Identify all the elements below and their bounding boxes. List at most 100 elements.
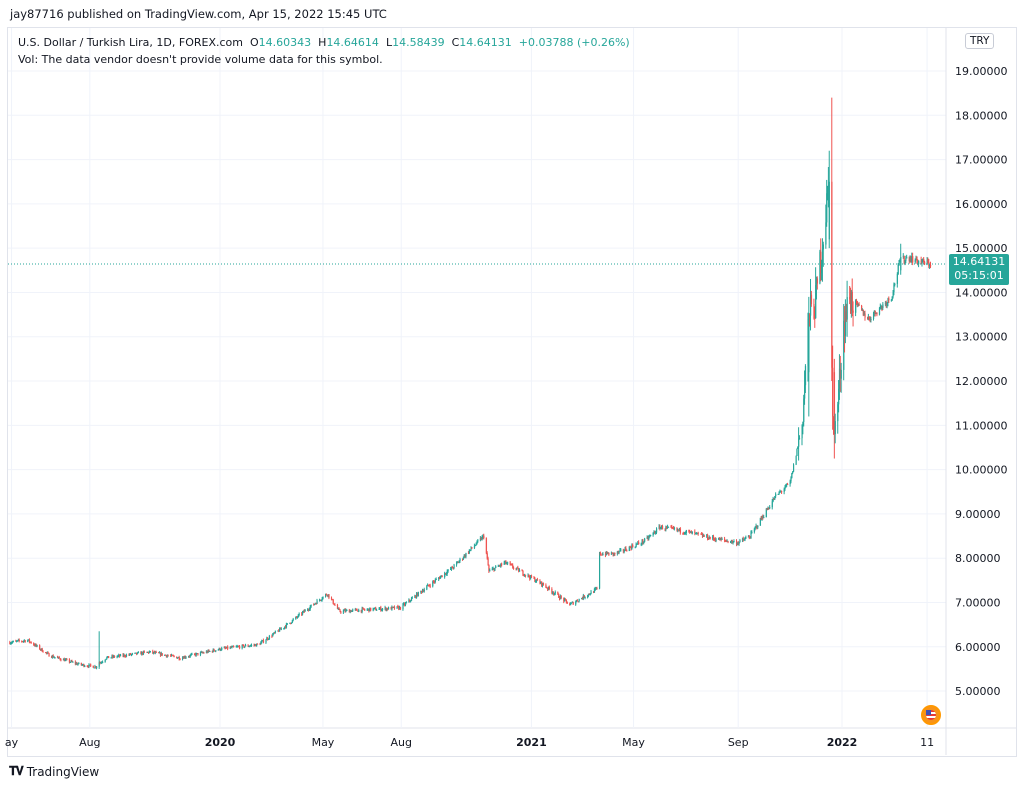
candle-body — [147, 651, 149, 653]
candle-body — [68, 659, 71, 663]
candle-body — [596, 588, 598, 590]
candle-body — [753, 528, 756, 532]
time-tick-label: 2020 — [205, 736, 236, 749]
candle-body — [148, 651, 150, 653]
candle-body — [844, 320, 846, 336]
candle-body — [459, 558, 461, 562]
currency-button[interactable]: TRY — [965, 33, 995, 49]
candle-body — [755, 525, 757, 527]
tradingview-logo-icon: 𝐓𝐕 — [9, 764, 24, 778]
time-tick-label: May — [622, 736, 645, 749]
candle-body — [429, 585, 431, 587]
candle-body — [398, 606, 400, 610]
candle-body — [500, 563, 502, 566]
candle-body — [643, 541, 645, 543]
candle-body — [45, 652, 47, 654]
time-tick-label: Sep — [728, 736, 749, 749]
candle-body — [498, 565, 500, 567]
candle-body — [213, 649, 215, 651]
candle-body — [735, 541, 738, 545]
candle-body — [908, 257, 910, 261]
candle-body — [256, 643, 259, 645]
candle-body — [53, 657, 55, 659]
candle-body — [254, 644, 256, 646]
candle-body — [411, 597, 414, 599]
candle-body — [905, 257, 907, 261]
candle-body — [245, 645, 247, 647]
candle-body — [629, 546, 631, 548]
candle-body — [606, 551, 608, 554]
candle-body — [814, 318, 816, 320]
candle-body — [463, 555, 465, 558]
us-flag-icon[interactable] — [921, 705, 941, 725]
candle-body — [203, 652, 205, 654]
candle-body — [241, 644, 243, 649]
candle-body — [434, 579, 436, 582]
candle-body — [530, 575, 533, 578]
candle-body — [28, 639, 30, 641]
candle-body — [361, 608, 363, 612]
candle-body — [62, 659, 65, 661]
candle-body — [718, 537, 721, 541]
candle-body — [533, 577, 535, 579]
candle-body — [202, 652, 204, 654]
candle-body — [89, 664, 91, 666]
candle-body — [696, 532, 699, 534]
candle-body — [638, 542, 640, 544]
candle-body — [714, 539, 716, 541]
candle-body — [194, 653, 197, 656]
candle-body — [456, 562, 458, 565]
candle-body — [11, 642, 13, 644]
candle-body — [217, 649, 219, 651]
candle-body — [565, 599, 568, 602]
price-tick-label: 13.00000 — [955, 331, 1008, 344]
candle-body — [469, 549, 471, 551]
candle-body — [420, 591, 422, 593]
candle-body — [751, 531, 753, 533]
candle-body — [364, 609, 366, 611]
candle-body — [39, 649, 42, 651]
current-price-badge: 14.64131 05:15:01 — [949, 254, 1009, 285]
candle-body — [599, 552, 602, 555]
candle-body — [563, 597, 565, 602]
candle-body — [504, 560, 506, 563]
candle-body — [695, 532, 697, 534]
candle-body — [588, 593, 590, 595]
candle-body — [713, 536, 715, 539]
price-tick-label: 16.00000 — [955, 198, 1008, 211]
candle-body — [11, 641, 14, 643]
candle-body — [926, 260, 928, 265]
time-tick-label: Aug — [79, 736, 100, 749]
candle-body — [554, 592, 556, 594]
candle-body — [783, 489, 785, 492]
candle-body — [108, 656, 110, 659]
candle-body — [27, 640, 29, 642]
candle-body — [249, 645, 251, 647]
candle-body — [600, 554, 602, 556]
candle-body — [611, 552, 613, 554]
candle-body — [51, 655, 54, 658]
candle-body — [738, 542, 740, 545]
candle-body — [523, 574, 525, 576]
candle-body — [75, 663, 77, 665]
candle-body — [86, 666, 88, 668]
candle-body — [153, 651, 156, 654]
candle-body — [730, 540, 733, 542]
candle-body — [439, 577, 441, 579]
candle-body — [792, 464, 795, 472]
candle-body — [593, 591, 595, 593]
candle-body — [867, 317, 869, 320]
candle-body — [890, 299, 893, 301]
candle-body — [754, 526, 756, 529]
candle-body — [15, 640, 17, 642]
candle-body — [142, 651, 145, 655]
candle-body — [767, 508, 769, 510]
time-tick-label: 2021 — [516, 736, 547, 749]
candle-body — [642, 540, 644, 543]
candle-body — [760, 518, 762, 520]
candle-body — [154, 652, 157, 654]
candle-body — [809, 314, 811, 316]
candle-body — [869, 318, 871, 320]
candle-body — [65, 659, 67, 661]
